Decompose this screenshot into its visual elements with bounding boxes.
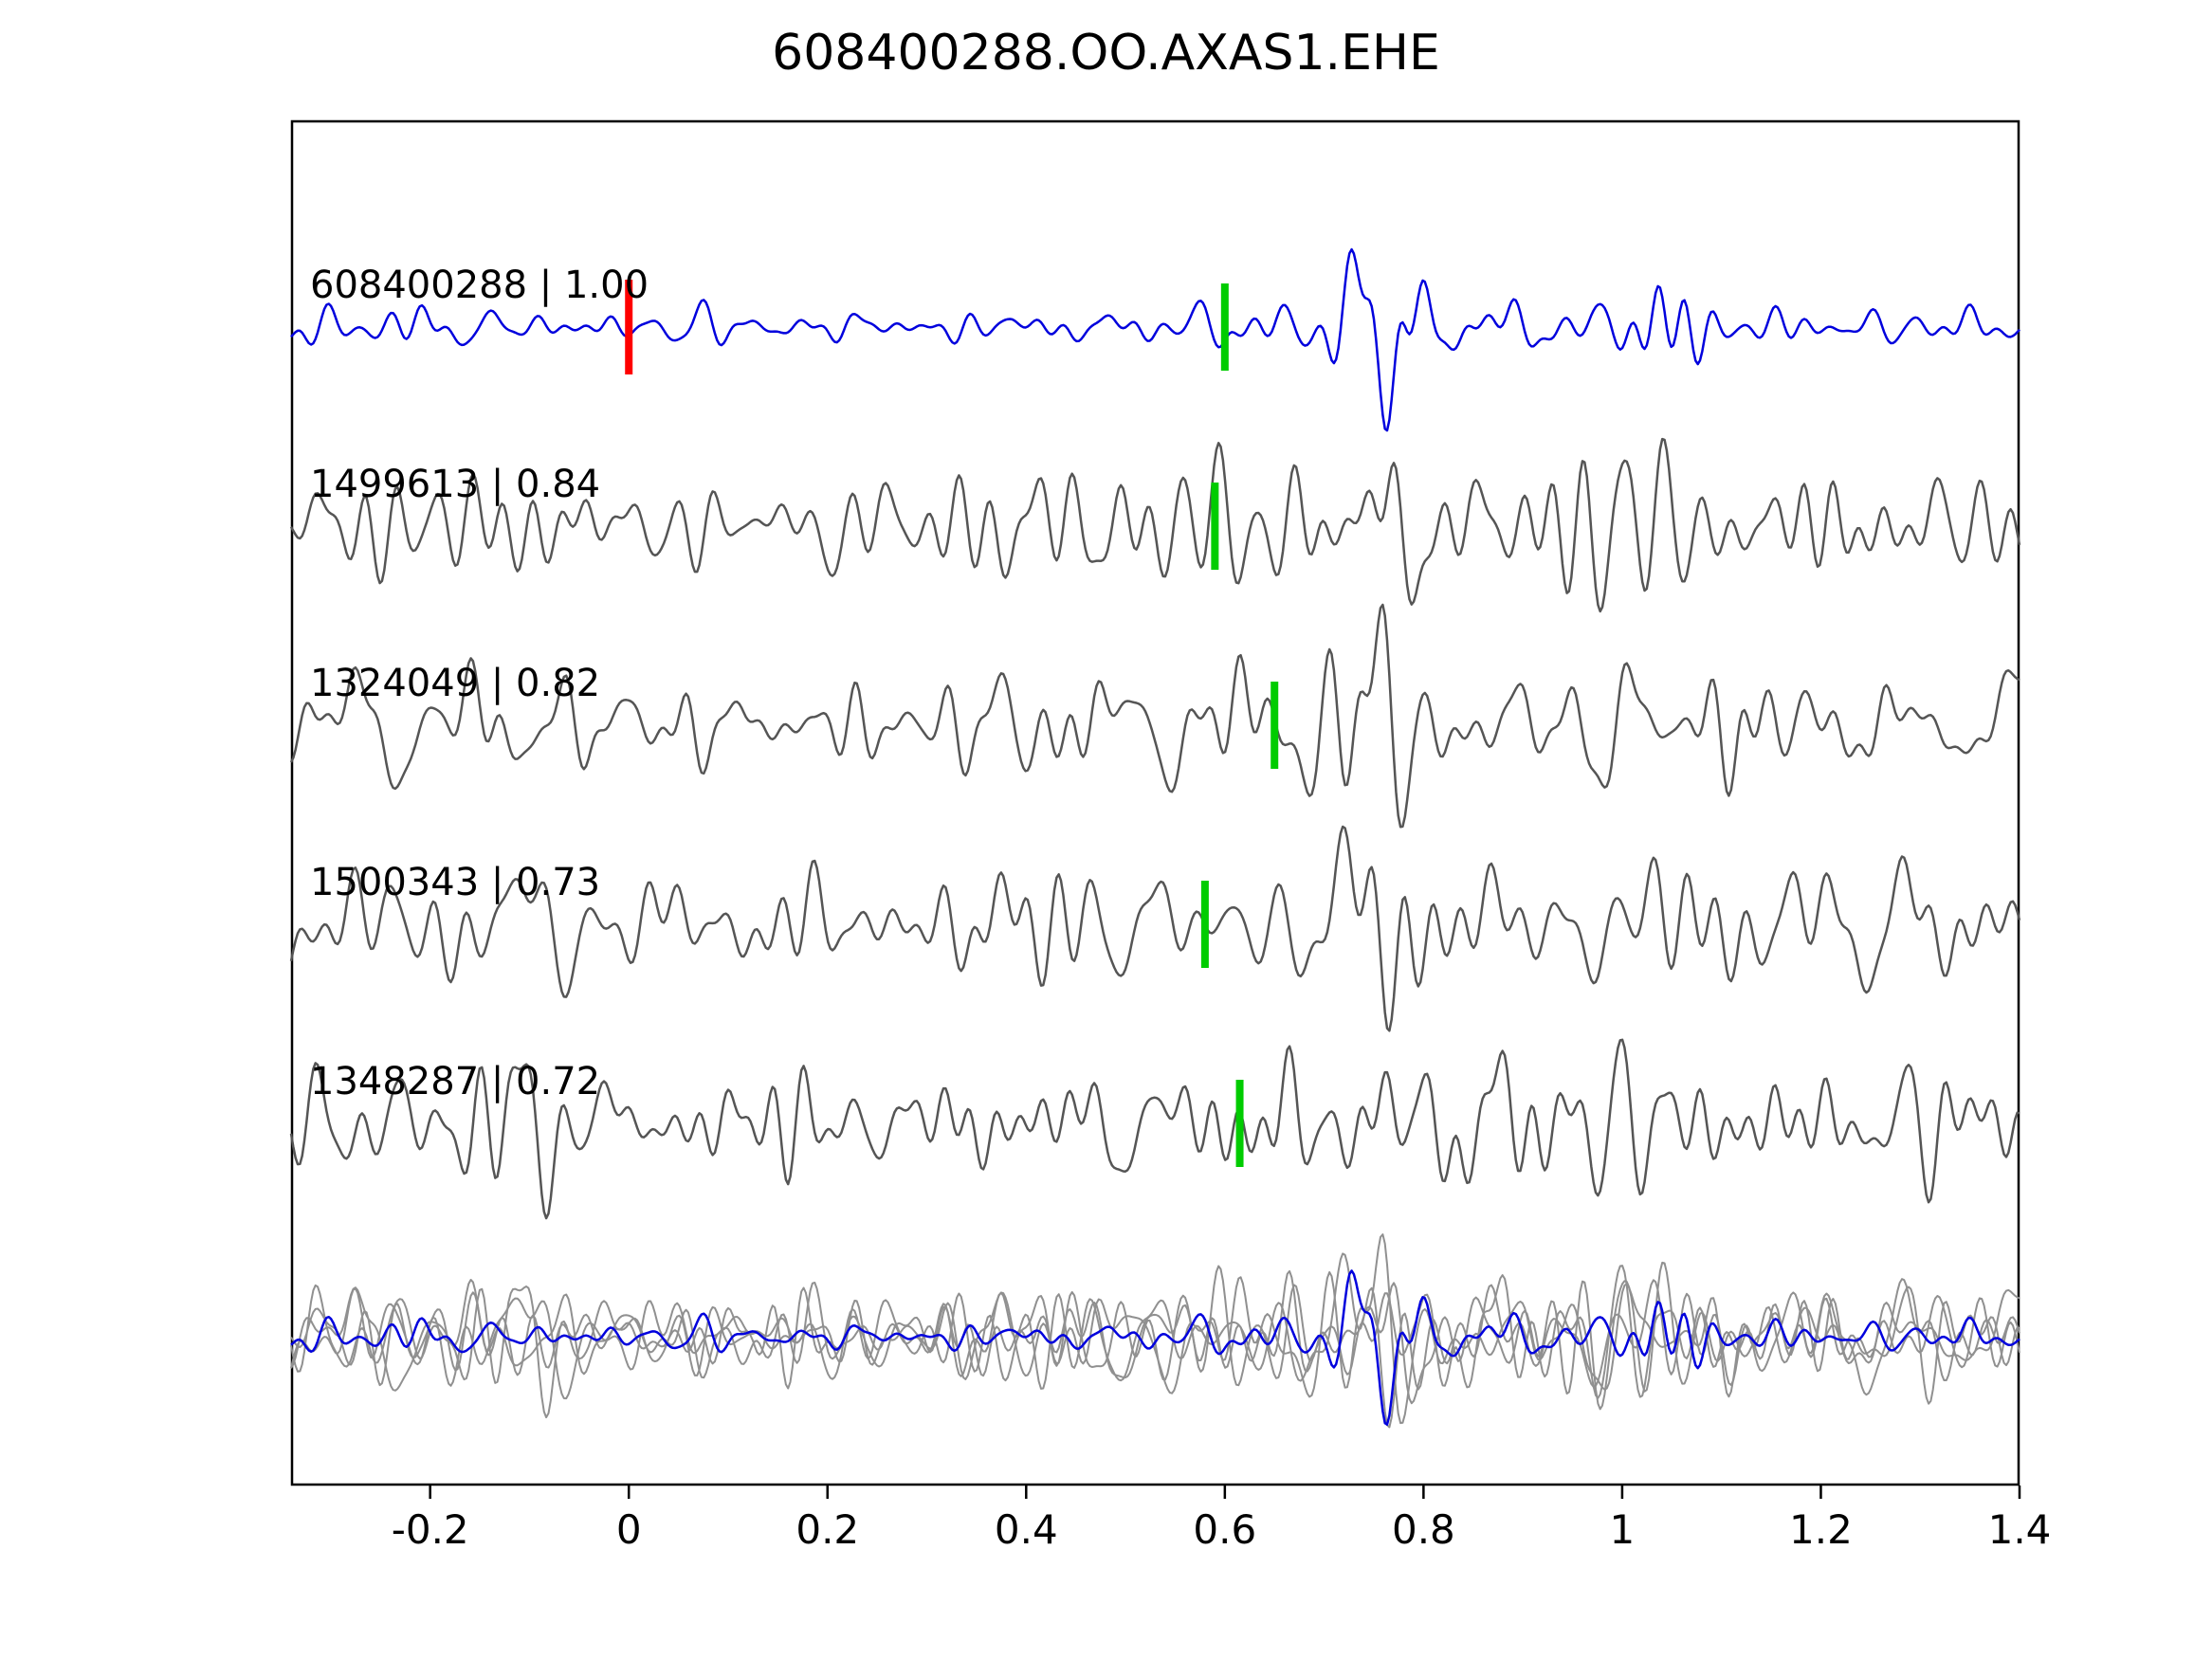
overlay-trace-1499613: [290, 1261, 2020, 1411]
trace-label-1348287: 1348287 | 0.72: [310, 1060, 601, 1103]
trace-line-608400288: [290, 247, 2020, 432]
trace-line-1500343: [289, 825, 2021, 1032]
trace-label-1499613: 1499613 | 0.84: [310, 463, 601, 506]
waveform-plot: [289, 119, 2021, 1499]
x-tick-label: 0.8: [1391, 1506, 1455, 1553]
x-tick-label: 0.4: [994, 1506, 1058, 1553]
overlay-trace-1324049: [290, 1233, 2020, 1425]
trace-label-608400288: 608400288 | 1.00: [310, 264, 649, 307]
trace-line-1499613: [289, 437, 2021, 613]
x-tick-label: -0.2: [391, 1506, 469, 1553]
trace-line-1348287: [289, 1038, 2020, 1220]
x-tick-label: 0.6: [1193, 1506, 1257, 1553]
x-tick-label: 1.2: [1789, 1506, 1853, 1553]
axes-border: [290, 119, 2020, 1486]
trace-label-1324049: 1324049 | 0.82: [310, 662, 601, 705]
overlay-trace-1500343: [290, 1252, 2020, 1429]
trace-line-1324049: [289, 603, 2020, 829]
chart-title: 608400288.OO.AXAS1.EHE: [772, 25, 1440, 82]
x-tick-label: 0: [615, 1506, 642, 1553]
trace-label-1500343: 1500343 | 0.73: [310, 861, 601, 904]
overlay-trace-1348287: [290, 1265, 2020, 1419]
overlay-trace-608400288: [290, 1269, 2020, 1426]
x-tick-label: 0.2: [795, 1506, 860, 1553]
x-tick-label: 1: [1609, 1506, 1636, 1553]
x-tick-label: 1.4: [1987, 1506, 2052, 1553]
